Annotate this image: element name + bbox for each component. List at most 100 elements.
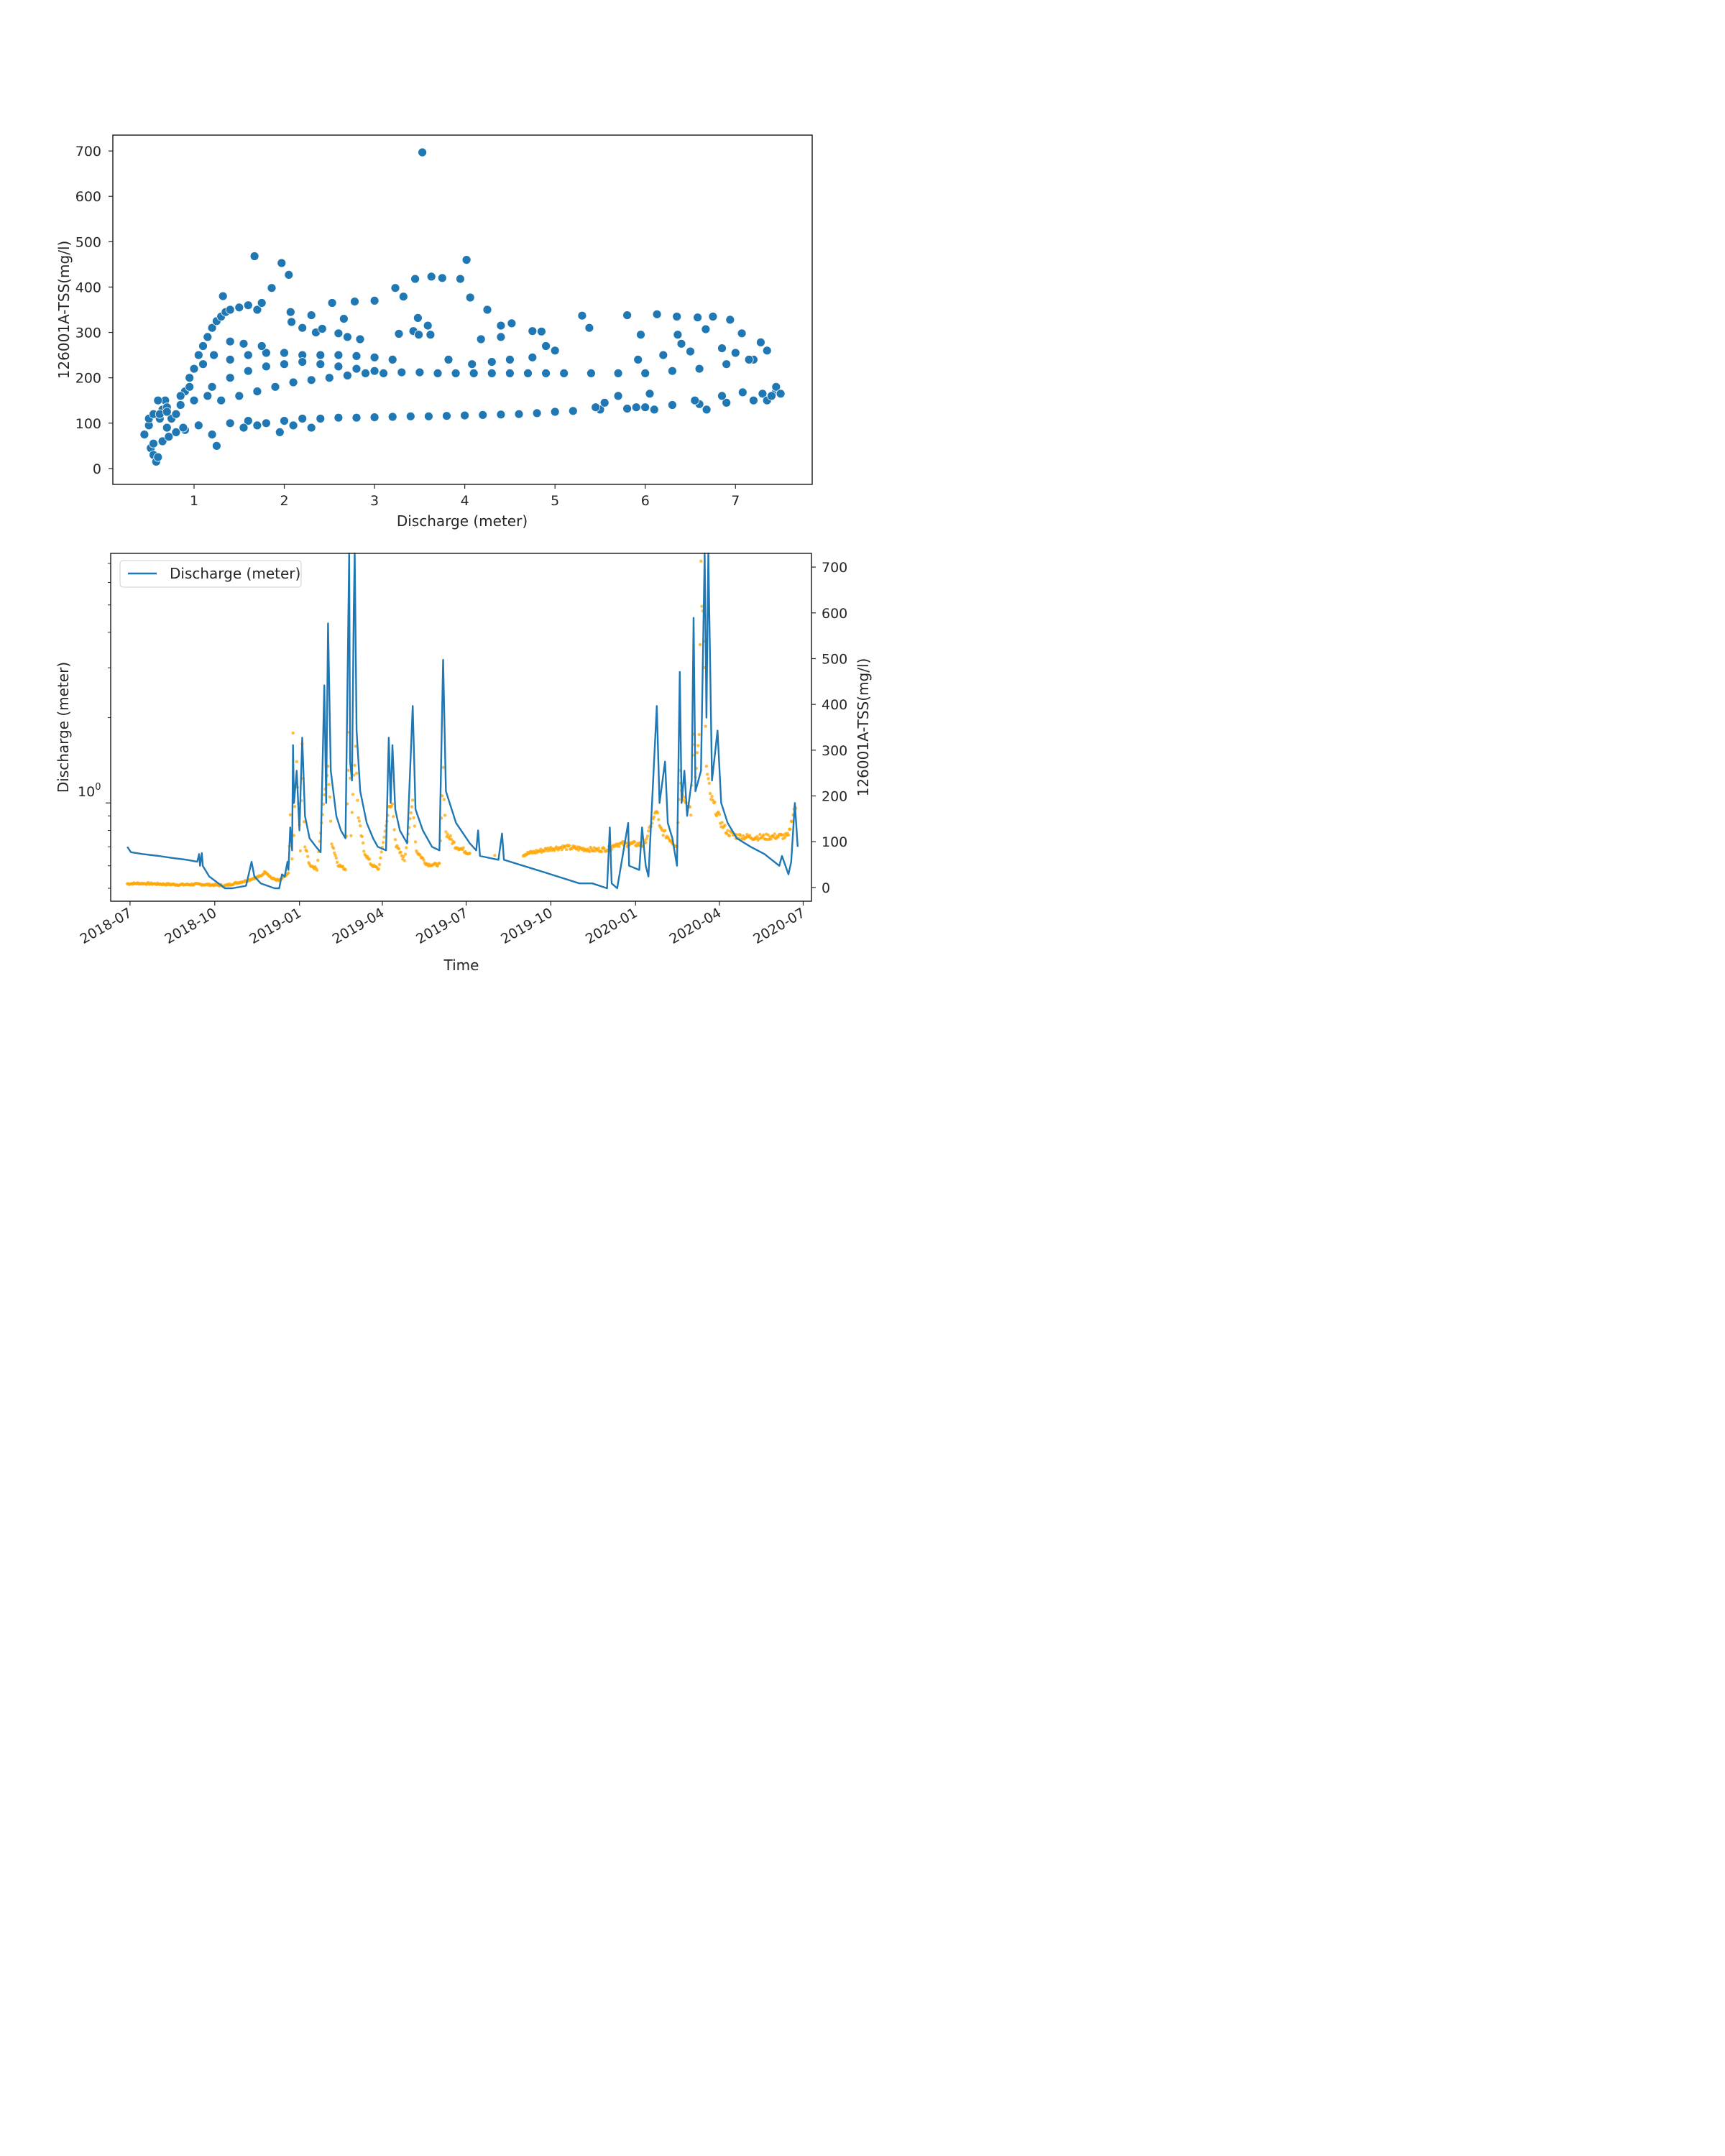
tss-dot xyxy=(350,811,354,814)
scatter-y-ticks: 0 100 200 300 400 500 600 700 xyxy=(75,144,113,477)
tss-dot xyxy=(329,819,333,823)
tss-dot xyxy=(617,844,621,849)
tss-dot xyxy=(644,841,648,844)
scatter-point xyxy=(649,405,659,415)
scatter-point xyxy=(442,411,451,421)
tss-dot xyxy=(377,867,380,871)
scatter-point xyxy=(175,400,185,410)
scatter-point xyxy=(162,407,172,417)
scatter-point xyxy=(496,332,506,342)
tss-dot xyxy=(328,795,332,799)
tss-dot xyxy=(410,805,414,808)
tss-dot xyxy=(773,832,777,836)
scatter-point xyxy=(550,346,560,356)
tss-dot xyxy=(766,833,770,837)
tss-dot xyxy=(418,853,422,857)
tss-dot xyxy=(698,642,702,647)
tss-dot xyxy=(334,854,337,857)
ytick-label-10-0: 100 xyxy=(78,782,101,800)
tss-dot xyxy=(330,842,334,846)
timeseries-x-tick-label: 2019-07 xyxy=(413,905,471,947)
tss-dot xyxy=(720,821,724,824)
tss-dot xyxy=(379,856,382,860)
tss-dot xyxy=(444,830,448,834)
scatter-x-tick-label: 7 xyxy=(731,493,740,509)
scatter-point xyxy=(316,414,326,423)
timeseries-x-tick-label: 2019-01 xyxy=(247,905,304,947)
tss-dot xyxy=(602,847,606,850)
tss-dot xyxy=(714,814,719,818)
tss-dot xyxy=(446,832,450,837)
scatter-point xyxy=(207,323,217,333)
tss-dot xyxy=(356,816,360,820)
scatter-point xyxy=(225,354,235,364)
scatter-point xyxy=(351,364,362,374)
scatter-point xyxy=(211,441,221,451)
timeseries-y2-axis-label: 126001A-TSS(mg/l) xyxy=(855,658,872,797)
scatter-point xyxy=(243,416,253,425)
scatter-point xyxy=(162,423,172,433)
tss-dot xyxy=(638,841,641,845)
scatter-point xyxy=(767,391,776,401)
tss-dot xyxy=(436,864,439,868)
tss-tick-label: 700 xyxy=(822,560,847,576)
scatter-point xyxy=(203,332,213,342)
tss-dot xyxy=(382,841,385,844)
scatter-y-tick-label: 0 xyxy=(93,461,101,477)
scatter-point xyxy=(306,310,316,321)
tss-dot xyxy=(360,834,364,839)
tss-dot xyxy=(399,850,402,854)
tss-dot xyxy=(306,854,310,859)
scatter-point xyxy=(334,361,344,372)
tss-dot xyxy=(647,829,650,833)
tss-dot xyxy=(597,847,601,850)
tss-dot xyxy=(412,816,415,820)
scatter-point xyxy=(701,324,711,334)
scatter-point xyxy=(487,369,497,378)
scatter-point xyxy=(771,382,781,392)
scatter-y-tick-label: 400 xyxy=(75,280,101,295)
tss-dot xyxy=(493,854,497,857)
tss-y-ticks: 0 100 200 300 400 500 600 700 xyxy=(811,560,847,896)
scatter-point xyxy=(496,410,506,420)
timeseries-x-tick-label: 2019-10 xyxy=(498,905,556,947)
scatter-point xyxy=(324,373,334,383)
scatter-point xyxy=(249,252,259,261)
tss-dot xyxy=(303,845,307,849)
scatter-x-tick-label: 4 xyxy=(461,493,469,509)
scatter-point xyxy=(369,295,380,305)
scatter-point xyxy=(207,382,217,392)
scatter-point xyxy=(243,300,253,310)
timeseries-x-tick-label: 2020-01 xyxy=(583,905,640,947)
tss-dot xyxy=(448,834,452,838)
tss-dot xyxy=(331,847,336,850)
scatter-point xyxy=(415,367,425,377)
tss-dot xyxy=(354,745,357,748)
tss-dot xyxy=(292,834,296,837)
tss-dot xyxy=(336,860,339,865)
tss-dot xyxy=(327,783,331,786)
tss-dot xyxy=(362,849,366,853)
tss-dot xyxy=(645,834,650,838)
scatter-point xyxy=(737,328,747,338)
tss-dot xyxy=(298,849,303,853)
scatter-point xyxy=(423,321,433,331)
scatter-point xyxy=(730,348,740,358)
scatter-point xyxy=(225,336,235,346)
scatter-point xyxy=(568,406,578,416)
tss-dots xyxy=(125,559,798,888)
scatter-y-tick-label: 200 xyxy=(75,371,101,387)
tss-dot xyxy=(413,824,416,828)
tss-tick-label: 0 xyxy=(822,880,830,896)
scatter-point xyxy=(599,398,610,407)
scatter-point xyxy=(216,395,226,405)
scatter-x-tick-label: 1 xyxy=(190,493,198,509)
scatter-point xyxy=(355,334,365,344)
scatter-point xyxy=(426,330,436,340)
tss-dot xyxy=(323,793,326,797)
tss-dot xyxy=(361,841,365,845)
scatter-point xyxy=(139,430,150,439)
tss-dot xyxy=(408,817,412,821)
tss-dot xyxy=(288,813,292,817)
tss-dot xyxy=(341,865,345,868)
